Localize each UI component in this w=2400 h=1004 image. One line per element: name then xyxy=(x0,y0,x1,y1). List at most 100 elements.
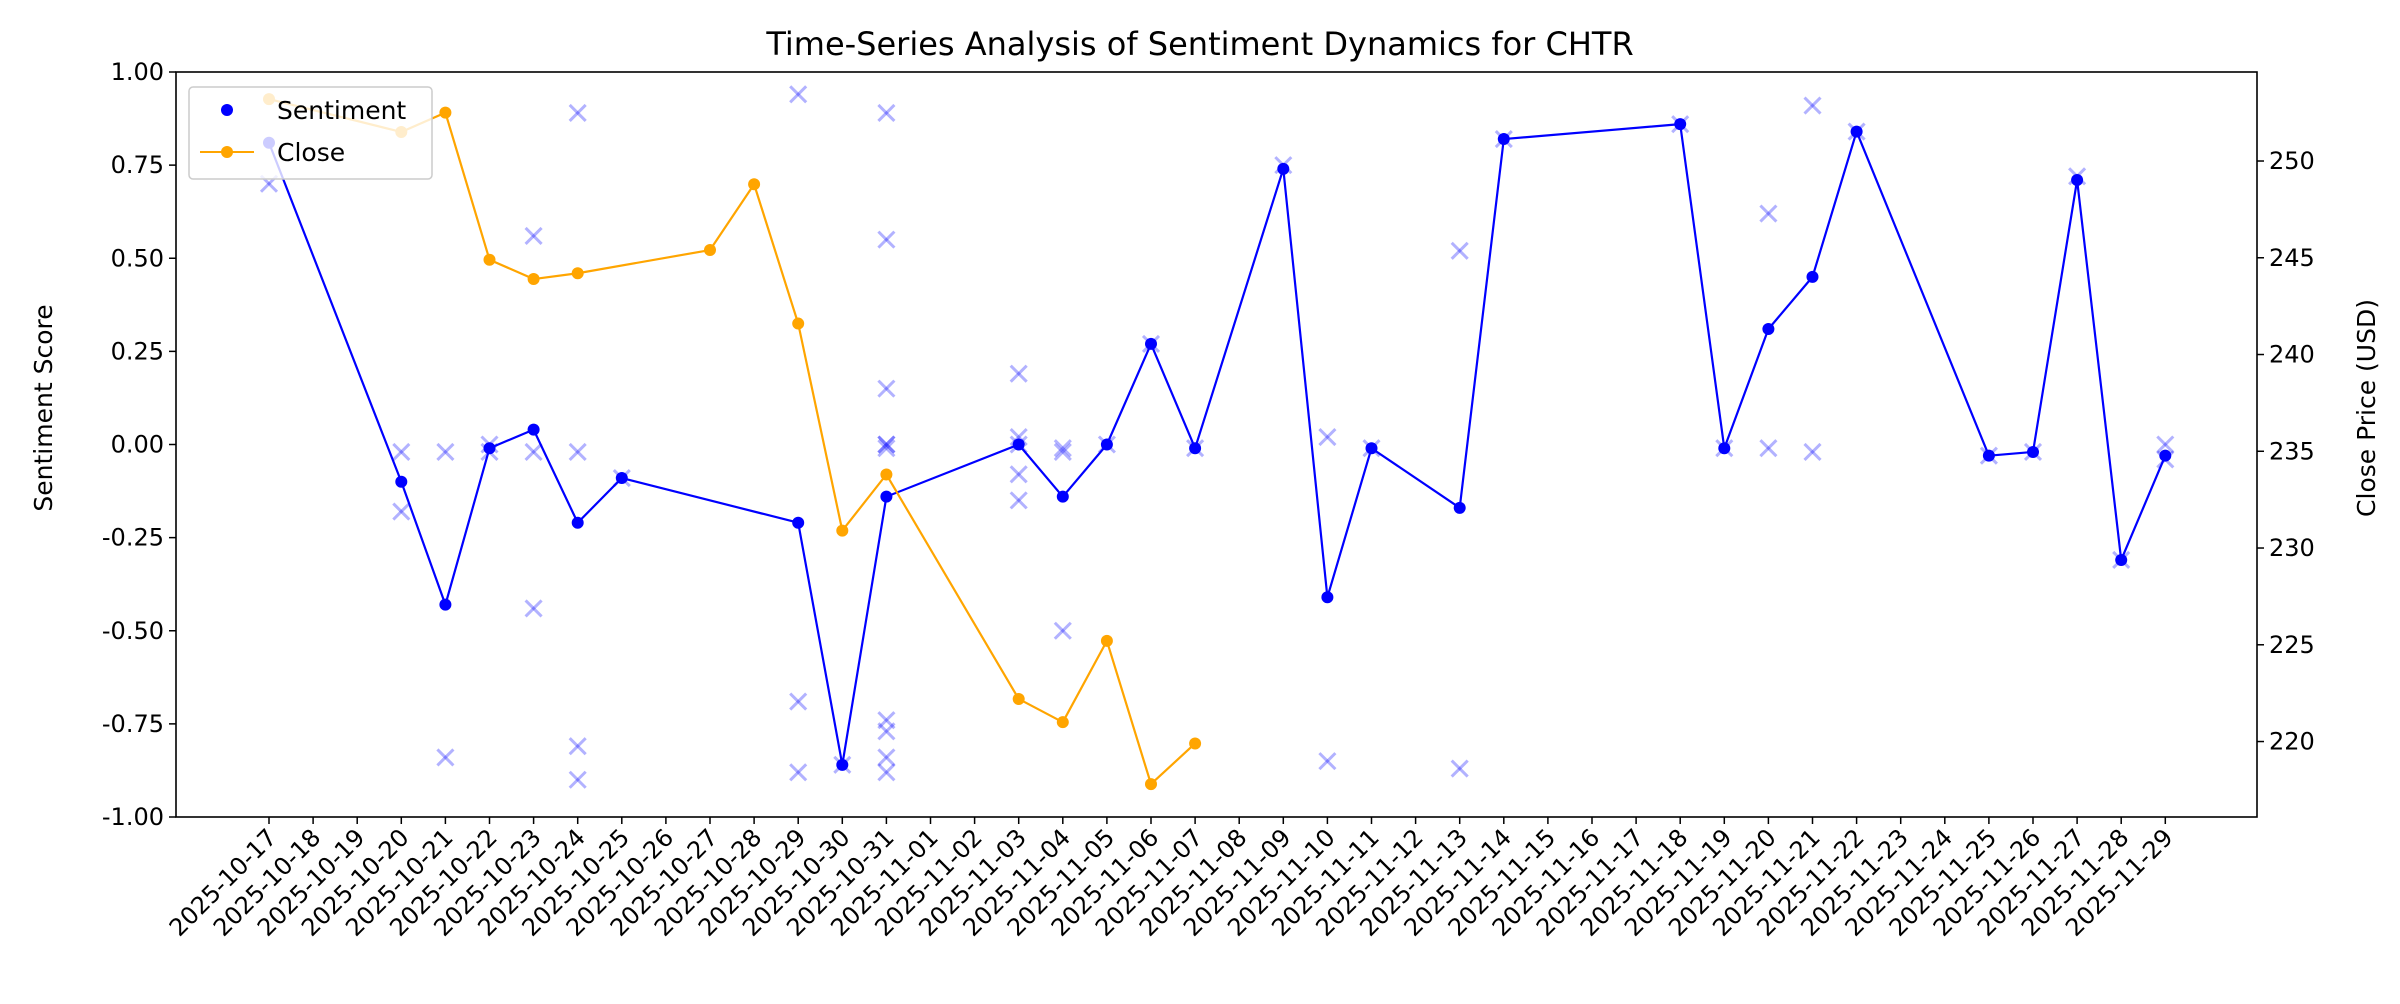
point-close xyxy=(1189,737,1202,750)
raw-sentiment-marker-stroke xyxy=(1450,759,1469,778)
point-sentiment xyxy=(792,516,805,529)
raw-sentiment-marker-stroke xyxy=(1053,621,1072,640)
y-tick-label: -0.75 xyxy=(102,710,164,738)
y2-tick-label: 220 xyxy=(2269,728,2315,756)
raw-sentiment-marker-stroke xyxy=(877,763,896,782)
raw-sentiment-marker-stroke xyxy=(877,439,896,458)
raw-sentiment-marker xyxy=(877,711,896,730)
raw-sentiment-marker xyxy=(1803,96,1822,115)
ticks-layer: -1.00 -0.75 -0.50 -0.25 0.00 0.25 0.50 0.75 1.00… xyxy=(102,58,2315,942)
raw-sentiment-marker-stroke xyxy=(1009,465,1028,484)
legend: Sentiment Close xyxy=(188,86,433,180)
point-sentiment xyxy=(1674,118,1687,131)
raw-sentiment-marker-stroke xyxy=(1803,96,1822,115)
point-sentiment xyxy=(395,475,408,488)
point-close xyxy=(748,178,761,191)
point-sentiment xyxy=(527,423,540,436)
raw-sentiment-marker xyxy=(1009,364,1028,383)
raw-sentiment-marker-stroke xyxy=(524,226,543,245)
point-sentiment xyxy=(1056,490,1069,503)
raw-sentiment-marker xyxy=(877,230,896,249)
raw-sentiment-marker-stroke xyxy=(1009,465,1028,484)
point-close xyxy=(1100,634,1113,647)
raw-sentiment-marker-stroke xyxy=(568,737,587,756)
raw-sentiment-marker xyxy=(1053,439,1072,458)
point-sentiment xyxy=(880,490,893,503)
y2-axis-label: Close Price (USD) xyxy=(2352,299,2381,517)
legend-label-sentiment: Sentiment xyxy=(277,96,406,125)
raw-sentiment-marker xyxy=(1759,204,1778,223)
raw-sentiment-marker-stroke xyxy=(392,502,411,521)
raw-sentiment-marker-stroke xyxy=(1759,439,1778,458)
plot-frame xyxy=(175,71,2258,818)
y-tick-label: 1.00 xyxy=(111,58,164,86)
point-sentiment xyxy=(2071,174,2084,187)
raw-sentiment-marker-stroke xyxy=(877,711,896,730)
raw-sentiment-marker-stroke xyxy=(877,435,896,454)
raw-sentiment-marker-stroke xyxy=(392,502,411,521)
raw-sentiment-marker-stroke xyxy=(789,85,808,104)
raw-sentiment-marker-stroke xyxy=(568,770,587,789)
point-sentiment xyxy=(1762,323,1775,336)
raw-sentiment-marker xyxy=(789,763,808,782)
raw-sentiment-marker xyxy=(877,435,896,454)
raw-sentiment-marker-stroke xyxy=(524,599,543,618)
point-close xyxy=(527,273,540,286)
raw-sentiment-marker-stroke xyxy=(1053,442,1072,462)
raw-sentiment-marker-stroke xyxy=(877,230,896,249)
legend-box xyxy=(188,86,433,180)
raw-sentiment-marker xyxy=(568,442,587,462)
y-tick-label: -0.25 xyxy=(102,524,164,552)
y2-tick-label: 230 xyxy=(2269,534,2315,562)
point-sentiment xyxy=(1100,438,1113,451)
raw-sentiment-marker xyxy=(524,442,543,462)
raw-sentiment-marker-stroke xyxy=(568,442,587,462)
raw-sentiment-marker xyxy=(877,379,896,398)
y-axis-label: Sentiment Score xyxy=(29,304,58,511)
raw-sentiment-marker-stroke xyxy=(392,442,411,462)
raw-sentiment-marker-stroke xyxy=(789,85,808,104)
point-close xyxy=(571,267,584,280)
raw-sentiment-marker-stroke xyxy=(524,442,543,462)
raw-sentiment-marker xyxy=(877,103,896,123)
raw-sentiment-marker-stroke xyxy=(1318,427,1337,447)
raw-sentiment-marker xyxy=(877,435,896,454)
raw-sentiment-marker-stroke xyxy=(524,442,543,462)
raw-sentiment-marker-stroke xyxy=(877,722,896,741)
raw-sentiment-marker-stroke xyxy=(568,770,587,789)
raw-sentiment-marker-stroke xyxy=(436,442,455,462)
raw-sentiment-marker-stroke xyxy=(392,442,411,462)
raw-sentiment-marker xyxy=(1053,621,1072,640)
raw-sentiment-marker-stroke xyxy=(1759,439,1778,458)
raw-sentiment-marker xyxy=(1009,491,1028,510)
raw-sentiment-marker-stroke xyxy=(1803,442,1822,462)
raw-sentiment-marker xyxy=(877,439,896,458)
raw-sentiment-marker-stroke xyxy=(789,692,808,711)
point-sentiment xyxy=(439,598,452,611)
raw-sentiment-marker-stroke xyxy=(877,711,896,730)
point-close xyxy=(704,244,716,257)
y-tick-label: 0.00 xyxy=(111,431,164,459)
raw-sentiment-marker-stroke xyxy=(877,763,896,782)
point-sentiment xyxy=(571,516,584,529)
raw-sentiment-marker-stroke xyxy=(568,737,587,756)
y-tick-label: 0.75 xyxy=(111,151,164,179)
raw-sentiment-marker-stroke xyxy=(877,748,896,767)
raw-sentiment-marker-stroke xyxy=(877,379,896,398)
point-sentiment xyxy=(1189,442,1202,455)
point-sentiment xyxy=(483,442,496,455)
point-close xyxy=(836,524,849,537)
raw-sentiment-marker xyxy=(568,737,587,756)
raw-sentiment-marker-stroke xyxy=(1053,439,1072,458)
raw-sentiment-marker-stroke xyxy=(436,748,455,767)
raw-sentiment-marker-stroke xyxy=(1803,442,1822,462)
point-close xyxy=(1012,692,1025,705)
legend-marker-sentiment xyxy=(221,104,233,116)
raw-sentiment-marker-stroke xyxy=(877,435,896,454)
point-sentiment xyxy=(1321,591,1334,604)
raw-sentiment-marker xyxy=(1009,465,1028,484)
y2-tick-label: 235 xyxy=(2269,437,2315,465)
y-tick-label: 0.50 xyxy=(111,244,164,272)
